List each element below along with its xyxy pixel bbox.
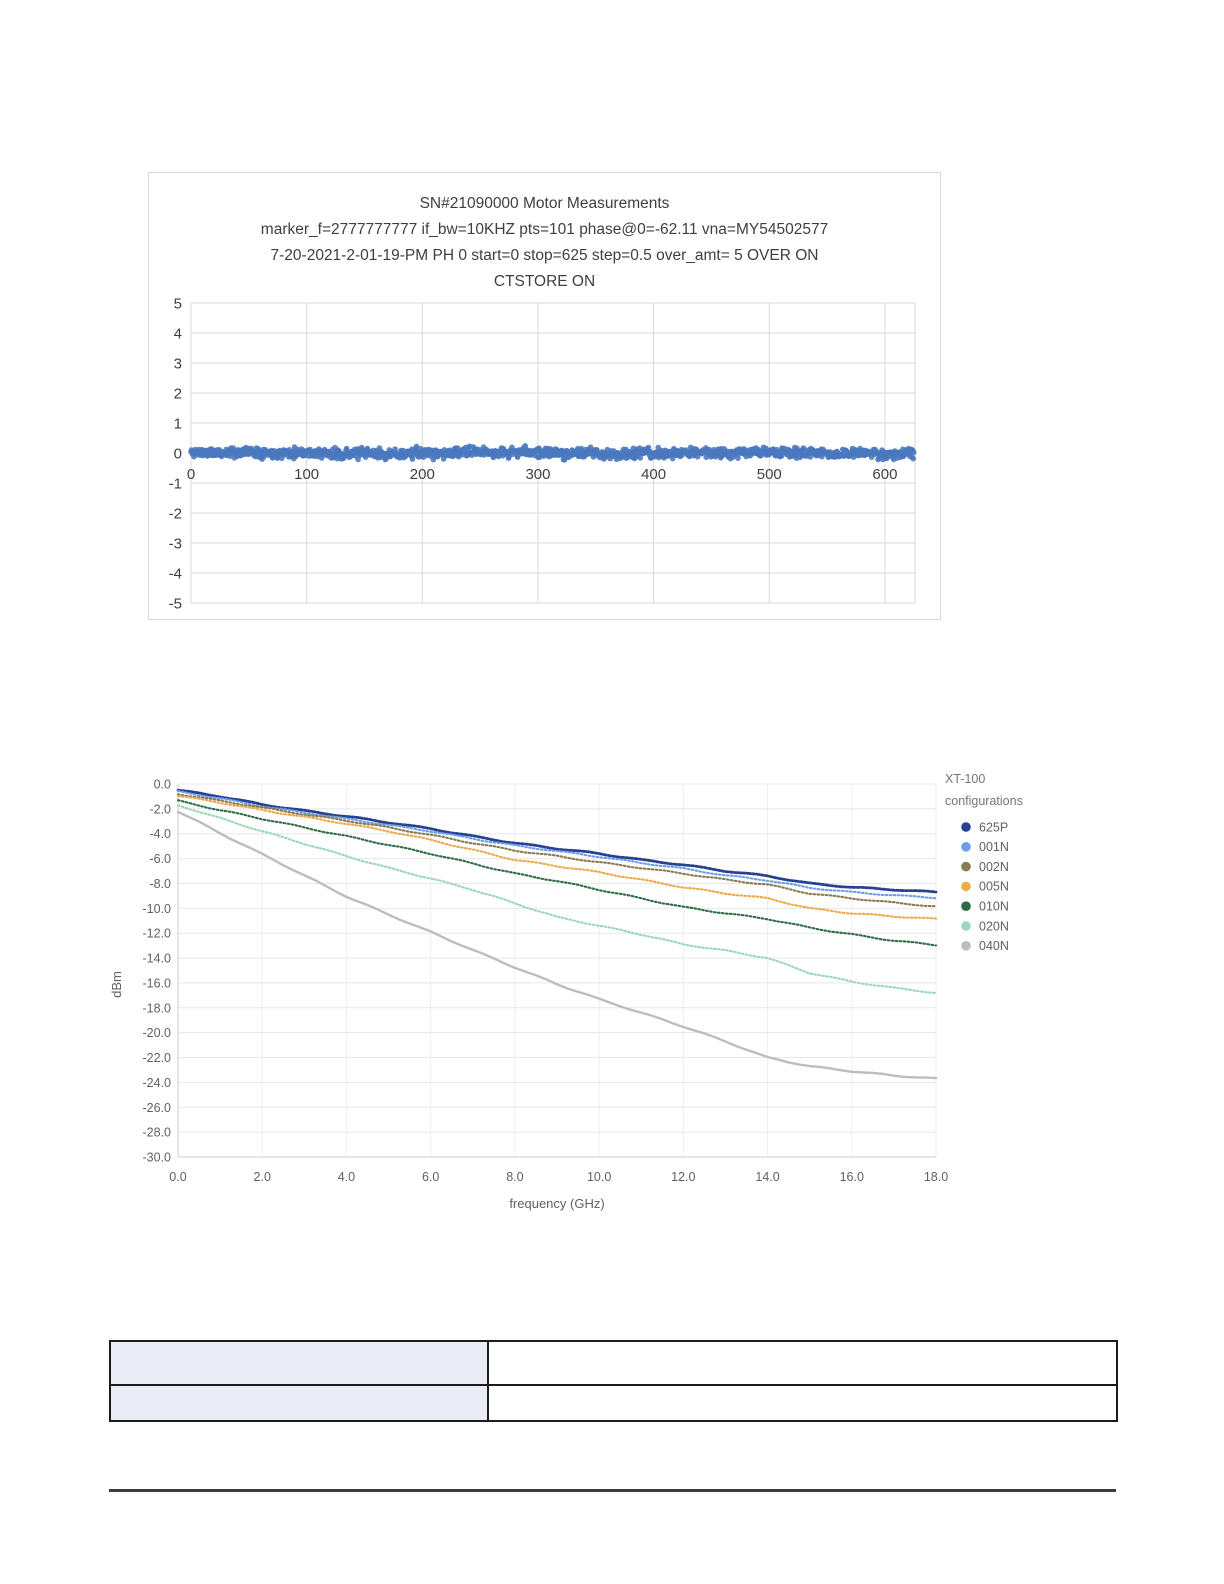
table-cell-r2c1 <box>109 1384 489 1422</box>
svg-text:-4.0: -4.0 <box>149 827 171 841</box>
svg-text:0.0: 0.0 <box>169 1170 186 1184</box>
motor-chart-title-line-1: SN#21090000 Motor Measurements <box>419 195 670 212</box>
svg-text:040N: 040N <box>979 939 1009 953</box>
axis-tick-labels: 0.0 -2.0 -4.0 -6.0 -8.0 -10.0 -12.0 -14.0 -16.0 -… <box>143 778 949 1185</box>
svg-text:400: 400 <box>641 466 666 483</box>
legend-swatch-002N <box>961 861 971 872</box>
svg-text:14.0: 14.0 <box>755 1170 779 1184</box>
svg-text:-28.0: -28.0 <box>143 1126 172 1140</box>
svg-text:4: 4 <box>174 326 182 343</box>
svg-text:020N: 020N <box>979 919 1009 933</box>
svg-text:0.0: 0.0 <box>154 778 171 792</box>
motor-chart-plot: 5 4 3 2 1 0 -1 -2 -3 -4 -5 0 100 200 300 400 500 600 <box>169 296 917 613</box>
svg-text:-2.0: -2.0 <box>149 802 171 816</box>
x-axis-title: frequency (GHz) <box>509 1196 604 1211</box>
legend-swatch-625P <box>961 822 971 832</box>
series-line-002N <box>176 793 938 908</box>
svg-text:-1: -1 <box>169 476 182 493</box>
svg-text:500: 500 <box>757 466 782 483</box>
svg-text:5: 5 <box>174 296 182 313</box>
svg-text:-12.0: -12.0 <box>143 927 172 941</box>
svg-text:-20.0: -20.0 <box>143 1026 172 1040</box>
legend: XT-100 configurations 625P 001N 002N 005N 010N… <box>945 772 1023 953</box>
axis-tick-labels: 5 4 3 2 1 0 -1 -2 -3 -4 -5 0 100 200 300 400 500 600 <box>169 296 898 613</box>
motor-chart-title-line-3: 7-20-2021-2-01-19-PM PH 0 start=0 stop=6… <box>270 247 819 264</box>
blank-table <box>109 1340 1118 1422</box>
svg-text:2: 2 <box>174 386 182 403</box>
xt100-chart-plot: 0.0 -2.0 -4.0 -6.0 -8.0 -10.0 -12.0 -14.0 -16.0 -… <box>109 772 1023 1211</box>
y-axis-title: dBm <box>109 971 124 998</box>
scatter-points <box>188 443 917 463</box>
motor-measurements-chart: 5 4 3 2 1 0 -1 -2 -3 -4 -5 0 100 200 300 400 500 600 SN#2… <box>148 172 941 620</box>
svg-text:-16.0: -16.0 <box>143 976 172 990</box>
svg-text:-5: -5 <box>169 596 182 613</box>
svg-text:4.0: 4.0 <box>338 1170 355 1184</box>
svg-text:2.0: 2.0 <box>254 1170 271 1184</box>
svg-text:100: 100 <box>294 466 319 483</box>
series-line-010N <box>176 799 938 947</box>
svg-text:-24.0: -24.0 <box>143 1076 172 1090</box>
svg-text:3: 3 <box>174 356 182 373</box>
svg-text:dBm: dBm <box>109 971 124 998</box>
table-cell-r2c2 <box>487 1384 1118 1422</box>
svg-text:0: 0 <box>174 446 182 463</box>
series-line-001N <box>176 789 938 900</box>
svg-text:-3: -3 <box>169 536 182 553</box>
svg-text:-10.0: -10.0 <box>143 902 172 916</box>
svg-text:10.0: 10.0 <box>587 1170 611 1184</box>
svg-text:005N: 005N <box>979 880 1009 894</box>
series-line-005N <box>176 795 938 920</box>
svg-text:001N: 001N <box>979 840 1009 854</box>
svg-text:configurations: configurations <box>945 794 1023 808</box>
svg-text:002N: 002N <box>979 860 1009 874</box>
legend-swatch-001N <box>961 842 971 852</box>
svg-text:8.0: 8.0 <box>506 1170 523 1184</box>
table-cell-r1c1 <box>109 1340 489 1386</box>
series-line-020N <box>176 804 938 995</box>
footer-divider <box>109 1489 1116 1492</box>
svg-text:-30.0: -30.0 <box>143 1151 172 1165</box>
svg-text:frequency (GHz): frequency (GHz) <box>509 1196 604 1211</box>
motor-chart-title-line-2: marker_f=2777777777 if_bw=10KHZ pts=101 … <box>260 221 829 238</box>
svg-text:12.0: 12.0 <box>671 1170 695 1184</box>
svg-text:-6.0: -6.0 <box>149 852 171 866</box>
svg-text:-2: -2 <box>169 506 182 523</box>
svg-text:18.0: 18.0 <box>924 1170 948 1184</box>
svg-text:16.0: 16.0 <box>840 1170 864 1184</box>
series-line-625P <box>176 788 938 894</box>
svg-text:010N: 010N <box>979 900 1009 914</box>
legend-swatch-040N <box>961 941 971 951</box>
svg-text:-18.0: -18.0 <box>143 1001 172 1015</box>
legend-swatch-020N <box>961 921 971 931</box>
motor-chart-title: SN#21090000 Motor Measurements marker_f=… <box>149 191 940 295</box>
xt100-frequency-chart: 0.0 -2.0 -4.0 -6.0 -8.0 -10.0 -12.0 -14.0 -16.0 -… <box>100 760 1130 1220</box>
svg-text:-4: -4 <box>169 566 182 583</box>
legend-swatch-010N <box>961 901 971 911</box>
svg-text:300: 300 <box>525 466 550 483</box>
svg-text:XT-100: XT-100 <box>945 772 985 786</box>
svg-text:-14.0: -14.0 <box>143 952 172 966</box>
table-cell-r1c2 <box>487 1340 1118 1386</box>
svg-text:-8.0: -8.0 <box>149 877 171 891</box>
svg-text:-22.0: -22.0 <box>143 1051 172 1065</box>
series-line-040N <box>176 810 938 1080</box>
svg-text:-26.0: -26.0 <box>143 1101 172 1115</box>
svg-text:6.0: 6.0 <box>422 1170 439 1184</box>
legend-swatch-005N <box>961 881 971 892</box>
svg-text:1: 1 <box>174 416 182 433</box>
motor-chart-title-line-4: CTSTORE ON <box>493 273 596 290</box>
svg-text:200: 200 <box>410 466 435 483</box>
svg-text:625P: 625P <box>979 820 1008 834</box>
svg-text:0: 0 <box>187 466 195 483</box>
svg-text:600: 600 <box>872 466 897 483</box>
